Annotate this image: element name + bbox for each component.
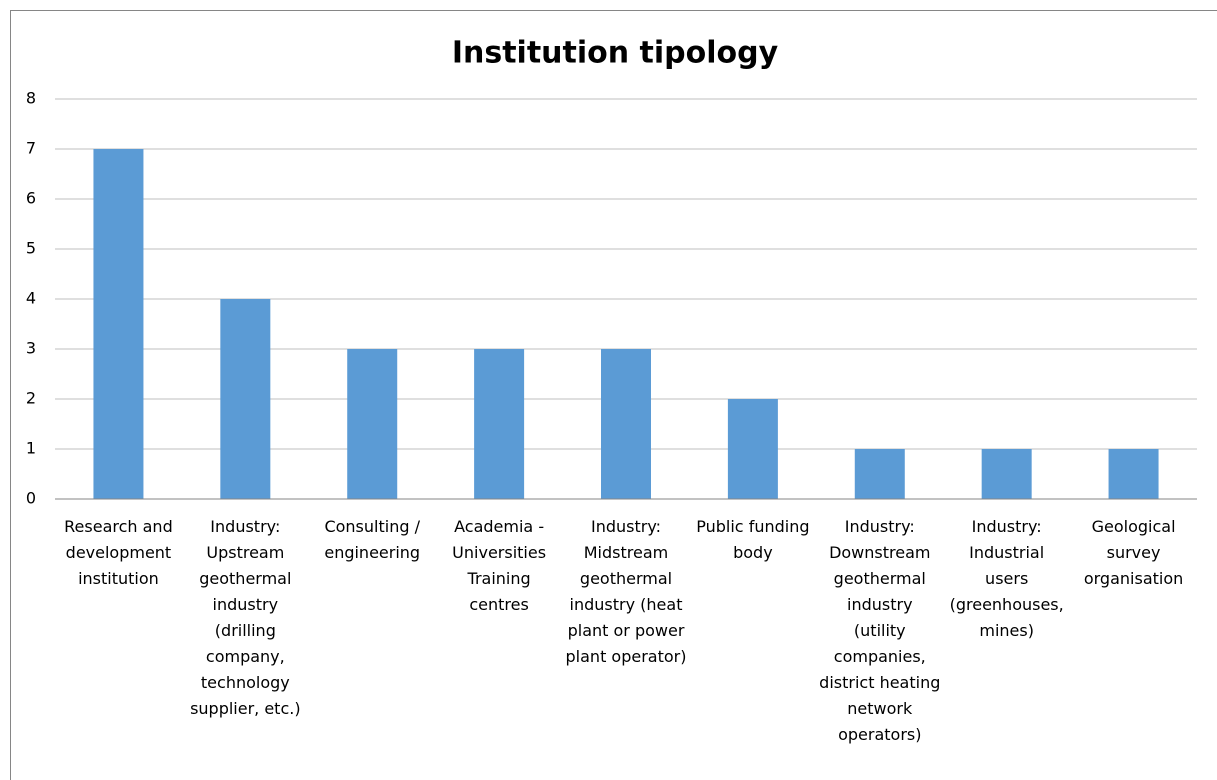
x-tick-label: Industry: Downstream geothermal industry (ut… bbox=[819, 517, 940, 744]
x-tick-label-line: Industrial bbox=[969, 543, 1044, 562]
y-tick-label: 6 bbox=[26, 189, 36, 208]
x-tick-label-line: Midstream bbox=[584, 543, 668, 562]
y-tick-label: 1 bbox=[26, 439, 36, 458]
x-tick-label-line: (drilling bbox=[215, 621, 276, 640]
x-tick-label-line: companies, bbox=[834, 647, 926, 666]
x-tick-label-line: industry (heat bbox=[570, 595, 683, 614]
bar bbox=[347, 349, 398, 499]
x-tick-label-line: organisation bbox=[1084, 569, 1183, 588]
x-tick-label-line: survey bbox=[1107, 543, 1161, 562]
x-tick-label-line: Research and bbox=[64, 517, 173, 536]
x-tick-label: Public funding body bbox=[696, 517, 809, 562]
x-tick-label-line: operators) bbox=[838, 725, 921, 744]
bar bbox=[727, 399, 778, 499]
x-tick-label-line: Geological bbox=[1092, 517, 1176, 536]
chart-title: Institution tipology bbox=[452, 36, 779, 71]
x-tick-label-line: Industry: bbox=[591, 517, 661, 536]
x-tick-label-line: (greenhouses, bbox=[950, 595, 1064, 614]
x-tick-label-line: engineering bbox=[324, 543, 420, 562]
x-tick-label-line: Industry: bbox=[210, 517, 280, 536]
x-tick-label: Research and development institution bbox=[64, 517, 173, 588]
x-tick-label-line: industry bbox=[213, 595, 279, 614]
x-tick-label-line: company, bbox=[206, 647, 285, 666]
x-tick-label-line: institution bbox=[78, 569, 159, 588]
x-tick-label-line: Industry: bbox=[972, 517, 1042, 536]
x-tick-label-line: Industry: bbox=[845, 517, 915, 536]
bar bbox=[981, 449, 1032, 499]
bar bbox=[474, 349, 525, 499]
x-tick-label-line: geothermal bbox=[199, 569, 291, 588]
x-tick-label-line: geothermal bbox=[580, 569, 672, 588]
y-tick-label: 5 bbox=[26, 239, 36, 258]
x-tick-label-line: geothermal bbox=[834, 569, 926, 588]
x-tick-label: Industry: Upstream geothermal industry (dril… bbox=[190, 517, 301, 718]
bar bbox=[220, 299, 271, 499]
x-tick-label: Geological survey organisation bbox=[1084, 517, 1183, 588]
bar bbox=[1108, 449, 1159, 499]
x-tick-label-line: supplier, etc.) bbox=[190, 699, 301, 718]
x-tick-label-line: centres bbox=[469, 595, 528, 614]
y-tick-label: 4 bbox=[26, 289, 36, 308]
y-tick-label: 2 bbox=[26, 389, 36, 408]
x-tick-label-line: Consulting / bbox=[324, 517, 420, 536]
x-tick-label-line: plant or power bbox=[568, 621, 685, 640]
x-tick-label-line: body bbox=[733, 543, 773, 562]
y-tick-label: 7 bbox=[26, 139, 36, 158]
y-tick-label: 3 bbox=[26, 339, 36, 358]
x-tick-label-line: plant operator) bbox=[566, 647, 687, 666]
x-tick-label-line: mines) bbox=[979, 621, 1034, 640]
x-tick-label: Industry: Midstream geothermal industry (he… bbox=[566, 517, 687, 666]
x-tick-label-line: Public funding bbox=[696, 517, 809, 536]
x-tick-label-line: industry bbox=[847, 595, 913, 614]
bar bbox=[93, 149, 144, 499]
x-tick-label-line: district heating bbox=[819, 673, 940, 692]
y-tick-label: 8 bbox=[26, 89, 36, 108]
x-tick-label-line: Academia - bbox=[454, 517, 544, 536]
x-tick-label-line: network bbox=[847, 699, 913, 718]
x-tick-label-line: development bbox=[66, 543, 172, 562]
x-tick-label-line: Downstream bbox=[829, 543, 930, 562]
bar bbox=[601, 349, 651, 499]
x-tick-label-line: Training bbox=[467, 569, 531, 588]
x-tick-label-line: Upstream bbox=[206, 543, 284, 562]
x-tick-label-line: Universities bbox=[452, 543, 546, 562]
x-tick-label-line: users bbox=[985, 569, 1028, 588]
bar bbox=[854, 449, 905, 499]
x-tick-label: Industry: Industrial users (greenhouses, min… bbox=[950, 517, 1064, 640]
x-tick-label: Consulting / engineering bbox=[324, 517, 420, 562]
y-tick-label: 0 bbox=[26, 489, 36, 508]
x-tick-label-line: technology bbox=[201, 673, 290, 692]
x-tick-label: Academia - Universities Training centres bbox=[452, 517, 546, 614]
x-tick-label-line: (utility bbox=[854, 621, 906, 640]
